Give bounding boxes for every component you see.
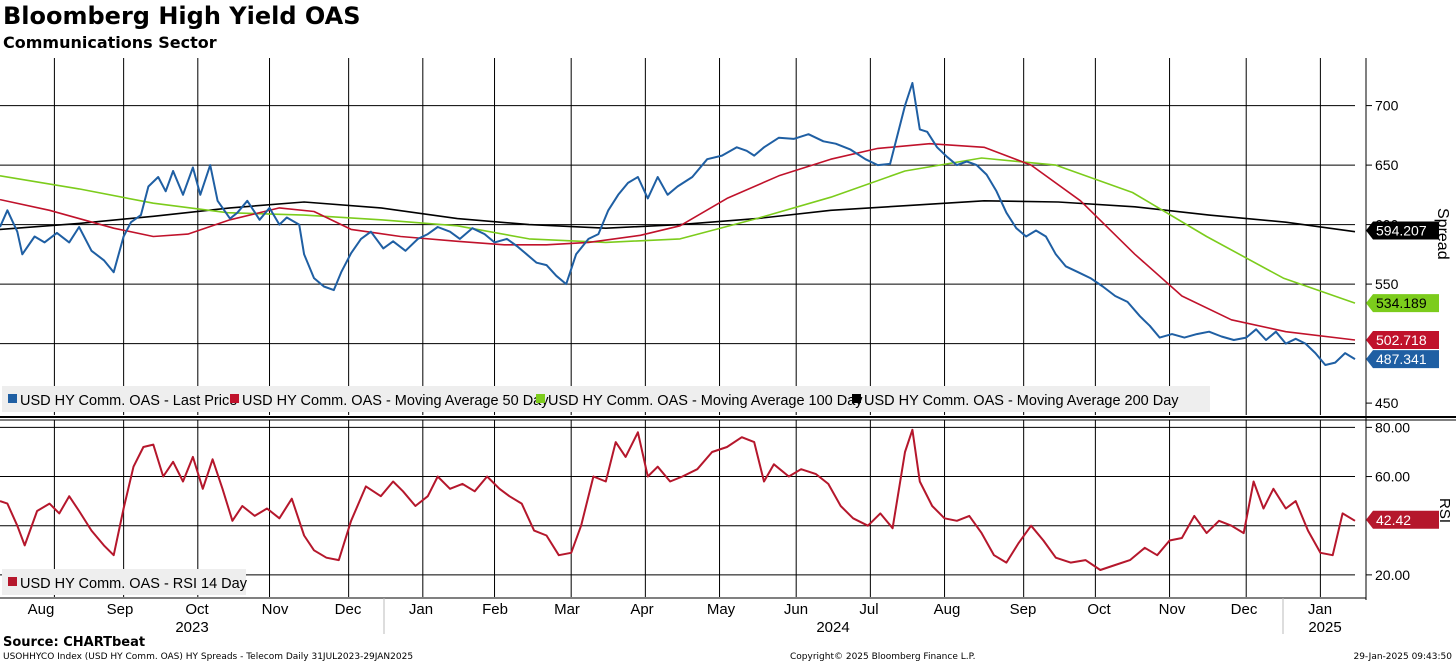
legend-swatch (8, 394, 17, 403)
value-tag-last-price: 487.341 (1366, 350, 1439, 369)
x-tick-label-year: 2023 (175, 619, 208, 636)
x-tick-label-month: Jul (859, 601, 878, 618)
value-tag-ma200-bg (1366, 221, 1439, 240)
x-tick-label-month: Oct (1087, 601, 1111, 618)
series-line-last-price (0, 82, 1356, 366)
chart-title: Bloomberg High Yield OAS (3, 2, 361, 30)
x-tick-label-month: Nov (262, 601, 289, 618)
y-axis-title: Spread (1434, 208, 1451, 260)
y-tick-label: 550 (1375, 276, 1399, 292)
legend-label: USD HY Comm. OAS - Moving Average 200 Da… (864, 393, 1179, 409)
x-tick-label-month: Jan (409, 601, 433, 618)
legend-background (2, 569, 246, 595)
x-tick-label-month: Nov (1159, 601, 1186, 618)
value-tag-ma50-text: 502.718 (1376, 332, 1427, 348)
value-tag-ma200-text: 594.207 (1376, 223, 1427, 239)
x-tick-label-month: Feb (482, 601, 508, 618)
x-tick-label-year: 2024 (816, 619, 849, 636)
legend-swatch (852, 394, 861, 403)
y-tick-label: 20.00 (1375, 567, 1410, 583)
y-tick-label: 80.00 (1375, 419, 1410, 435)
legend-label: USD HY Comm. OAS - Moving Average 100 Da… (548, 393, 863, 409)
legend-rsi: USD HY Comm. OAS - RSI 14 Day (2, 569, 248, 595)
x-tick-label-month: Jun (784, 601, 808, 618)
footer-copyright: Copyright© 2025 Bloomberg Finance L.P. (790, 652, 976, 662)
value-tag-rsi-bg (1366, 510, 1439, 529)
x-tick-label-month: Jan (1308, 601, 1332, 618)
x-tick-label-month: Aug (934, 601, 961, 618)
series-line-ma200 (0, 200, 1356, 233)
footer-left: USOHHYCO Index (USD HY Comm. OAS) HY Spr… (3, 652, 414, 662)
y-tick-label: 450 (1375, 395, 1399, 411)
x-tick-label-month: Oct (185, 601, 209, 618)
series-line-rsi (0, 428, 1356, 571)
legend-swatch (8, 577, 17, 586)
legend-label: USD HY Comm. OAS - RSI 14 Day (20, 576, 248, 592)
value-tag-ma100-bg (1366, 294, 1439, 313)
chart-subtitle: Communications Sector (3, 33, 217, 52)
legend-label: USD HY Comm. OAS - Moving Average 50 Day (242, 393, 549, 409)
gridlines (0, 58, 1355, 597)
value-tag-last-price-text: 487.341 (1376, 351, 1427, 367)
value-tag-ma100: 534.189 (1366, 294, 1439, 313)
series-line-ma50 (0, 142, 1356, 341)
legend-background (2, 386, 1210, 412)
legend-label: USD HY Comm. OAS - Last Price (20, 393, 237, 409)
value-tag-ma50-bg (1366, 331, 1439, 350)
y-tick-label: 650 (1375, 157, 1399, 173)
y-tick-label: 700 (1375, 98, 1399, 114)
y-tick-label: 60.00 (1375, 469, 1410, 485)
y-axis-title: RSI (1436, 498, 1453, 523)
legend-swatch (230, 394, 239, 403)
x-tick-label-month: Dec (1231, 601, 1258, 618)
x-tick-label-month: Sep (107, 601, 134, 618)
x-tick-label-month: Apr (630, 601, 653, 618)
value-tag-ma50: 502.718 (1366, 331, 1439, 350)
x-tick-label-month: May (707, 601, 736, 618)
series-line-ma100 (0, 157, 1356, 304)
value-tag-rsi: 42.42 (1366, 510, 1439, 529)
legend-top: USD HY Comm. OAS - Last Price USD HY Comm… (2, 386, 1210, 412)
value-tag-ma100-text: 534.189 (1376, 295, 1427, 311)
x-tick-label-year: 2025 (1308, 619, 1341, 636)
x-tick-label-month: Aug (28, 601, 55, 618)
value-tag-ma200: 594.207 (1366, 221, 1439, 240)
value-tag-last-price-bg (1366, 350, 1439, 369)
legend-swatch (536, 394, 545, 403)
x-tick-label-month: Sep (1010, 601, 1037, 618)
x-tick-label-month: Mar (554, 601, 580, 618)
value-tag-rsi-text: 42.42 (1376, 512, 1411, 528)
footer-timestamp: 29-Jan-2025 09:43:50 (1353, 652, 1452, 662)
x-tick-label-month: Dec (335, 601, 362, 618)
source-label: Source: CHARTbeat (3, 635, 146, 650)
